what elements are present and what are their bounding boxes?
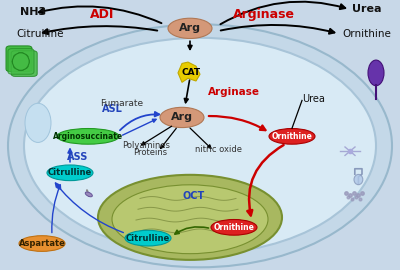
Ellipse shape: [8, 24, 392, 267]
Text: Arginosuccinate: Arginosuccinate: [53, 132, 123, 141]
Text: Ornithine: Ornithine: [342, 29, 391, 39]
Text: ■: ■: [12, 51, 30, 70]
Ellipse shape: [22, 59, 30, 64]
FancyBboxPatch shape: [8, 49, 34, 74]
Text: OCT: OCT: [183, 191, 205, 201]
Ellipse shape: [14, 54, 21, 59]
Ellipse shape: [125, 230, 171, 246]
Text: ASL: ASL: [102, 104, 122, 114]
Ellipse shape: [19, 236, 65, 251]
Text: NH3: NH3: [20, 7, 46, 17]
Text: Urea: Urea: [352, 4, 382, 14]
Text: Citrulline: Citrulline: [48, 168, 92, 177]
Text: CAT: CAT: [181, 68, 200, 77]
Ellipse shape: [17, 52, 24, 57]
Text: nitric oxide: nitric oxide: [194, 145, 242, 154]
FancyBboxPatch shape: [11, 51, 37, 76]
Ellipse shape: [47, 165, 93, 181]
Ellipse shape: [21, 54, 28, 59]
Ellipse shape: [25, 103, 51, 143]
Text: Arginase: Arginase: [208, 87, 260, 97]
Text: Proteins: Proteins: [133, 148, 167, 157]
Text: Arginase: Arginase: [233, 8, 295, 21]
Ellipse shape: [211, 220, 257, 235]
Ellipse shape: [12, 53, 29, 70]
Polygon shape: [178, 62, 200, 82]
Text: Citrulline: Citrulline: [16, 29, 64, 39]
Ellipse shape: [17, 66, 24, 71]
Ellipse shape: [12, 59, 19, 64]
Ellipse shape: [368, 60, 384, 86]
Ellipse shape: [21, 64, 28, 69]
Text: Aspartate: Aspartate: [18, 239, 66, 248]
Text: ASS: ASS: [67, 151, 89, 162]
Ellipse shape: [14, 64, 21, 69]
Ellipse shape: [85, 192, 92, 197]
Text: Polyamines: Polyamines: [122, 141, 170, 150]
Ellipse shape: [24, 38, 376, 254]
Text: Urea: Urea: [302, 93, 325, 104]
Text: ADI: ADI: [90, 8, 114, 21]
Ellipse shape: [269, 129, 315, 144]
Ellipse shape: [354, 174, 363, 185]
Text: Citrulline: Citrulline: [126, 234, 170, 243]
Ellipse shape: [98, 175, 282, 260]
Text: Arg: Arg: [171, 112, 193, 123]
Text: Fumarate: Fumarate: [100, 99, 144, 109]
Ellipse shape: [112, 185, 268, 254]
FancyBboxPatch shape: [6, 46, 32, 72]
Ellipse shape: [168, 18, 212, 38]
Ellipse shape: [160, 107, 204, 128]
Text: Ornithine: Ornithine: [214, 223, 254, 232]
Ellipse shape: [57, 129, 119, 144]
Text: Ornithine: Ornithine: [272, 132, 312, 141]
Text: Arg: Arg: [179, 23, 201, 33]
